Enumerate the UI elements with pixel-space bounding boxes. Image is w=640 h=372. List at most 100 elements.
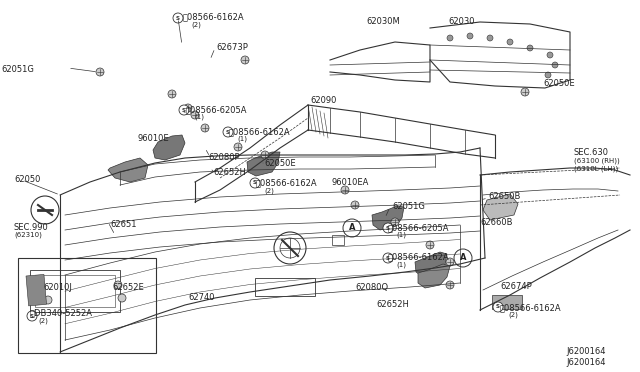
Circle shape bbox=[454, 249, 472, 267]
Text: 62010J: 62010J bbox=[43, 283, 72, 292]
Text: A: A bbox=[460, 253, 467, 263]
Text: (62310): (62310) bbox=[14, 232, 42, 238]
Text: 62080P: 62080P bbox=[208, 153, 239, 162]
Text: (6310L (LH)): (6310L (LH)) bbox=[574, 165, 618, 171]
Text: SEC.990: SEC.990 bbox=[14, 223, 49, 232]
Circle shape bbox=[223, 127, 233, 137]
Bar bbox=[35, 275, 115, 307]
Text: (1): (1) bbox=[396, 232, 406, 238]
Circle shape bbox=[31, 196, 59, 224]
Text: Ⓢ08566-6162A: Ⓢ08566-6162A bbox=[183, 12, 244, 21]
Circle shape bbox=[493, 302, 503, 312]
Circle shape bbox=[179, 105, 189, 115]
Text: 62051G: 62051G bbox=[392, 202, 425, 211]
Text: S: S bbox=[30, 314, 34, 318]
Circle shape bbox=[446, 281, 454, 289]
Text: 62740: 62740 bbox=[188, 293, 214, 302]
Text: 62674P: 62674P bbox=[500, 282, 532, 291]
Circle shape bbox=[447, 35, 453, 41]
Circle shape bbox=[527, 45, 533, 51]
Text: S: S bbox=[253, 180, 257, 186]
Circle shape bbox=[44, 296, 52, 304]
Text: (1): (1) bbox=[194, 114, 204, 121]
Text: (63100 (RH)): (63100 (RH)) bbox=[574, 157, 620, 164]
Circle shape bbox=[250, 178, 260, 188]
Polygon shape bbox=[415, 252, 447, 277]
Text: S: S bbox=[496, 305, 500, 310]
Circle shape bbox=[343, 219, 361, 237]
Text: (1): (1) bbox=[396, 261, 406, 267]
Text: 62030: 62030 bbox=[448, 17, 474, 26]
Circle shape bbox=[383, 223, 393, 233]
Bar bbox=[26, 275, 47, 306]
Bar bbox=[18, 258, 156, 353]
Text: A: A bbox=[349, 224, 355, 232]
Circle shape bbox=[261, 151, 269, 159]
Text: J6200164: J6200164 bbox=[566, 347, 605, 356]
Text: S: S bbox=[386, 225, 390, 231]
Text: 62652H: 62652H bbox=[213, 168, 246, 177]
Text: Ⓢ08566-6205A: Ⓢ08566-6205A bbox=[388, 223, 449, 232]
Text: 62080Q: 62080Q bbox=[355, 283, 388, 292]
Text: J6200164: J6200164 bbox=[566, 358, 605, 367]
Text: 62660B: 62660B bbox=[480, 218, 513, 227]
Text: 62050E: 62050E bbox=[543, 79, 575, 88]
Polygon shape bbox=[372, 206, 404, 230]
Circle shape bbox=[545, 72, 551, 78]
Circle shape bbox=[351, 201, 359, 209]
Text: 62651: 62651 bbox=[110, 220, 136, 229]
Circle shape bbox=[184, 104, 192, 112]
Text: (2): (2) bbox=[508, 312, 518, 318]
Text: ⓈDB340-5252A: ⓈDB340-5252A bbox=[30, 308, 93, 317]
Text: 62050: 62050 bbox=[14, 175, 40, 184]
Circle shape bbox=[341, 186, 349, 194]
Text: S: S bbox=[176, 16, 180, 20]
Circle shape bbox=[552, 62, 558, 68]
Circle shape bbox=[521, 88, 529, 96]
Text: 62090: 62090 bbox=[310, 96, 337, 105]
Circle shape bbox=[467, 33, 473, 39]
Text: 62652H: 62652H bbox=[376, 300, 409, 309]
Text: SEC.630: SEC.630 bbox=[574, 148, 609, 157]
Polygon shape bbox=[247, 152, 280, 176]
Circle shape bbox=[168, 90, 176, 98]
Circle shape bbox=[234, 143, 242, 151]
Text: S: S bbox=[386, 256, 390, 260]
Polygon shape bbox=[153, 135, 185, 160]
Circle shape bbox=[114, 281, 122, 289]
Text: Ⓢ08566-6162A: Ⓢ08566-6162A bbox=[229, 127, 291, 136]
Text: (2): (2) bbox=[264, 187, 274, 193]
Circle shape bbox=[118, 294, 126, 302]
Circle shape bbox=[426, 241, 434, 249]
Text: S: S bbox=[226, 129, 230, 135]
Circle shape bbox=[201, 124, 209, 132]
Polygon shape bbox=[483, 194, 518, 220]
Polygon shape bbox=[108, 158, 148, 182]
Bar bbox=[255, 278, 315, 296]
Text: 62650B: 62650B bbox=[488, 192, 520, 201]
Text: Ⓢ08566-6162A: Ⓢ08566-6162A bbox=[500, 303, 562, 312]
Text: Ⓢ08566-6162A: Ⓢ08566-6162A bbox=[388, 252, 450, 261]
Text: (2): (2) bbox=[38, 317, 48, 324]
Polygon shape bbox=[418, 264, 450, 288]
Circle shape bbox=[507, 39, 513, 45]
Text: (2): (2) bbox=[191, 21, 201, 28]
Text: 96010EA: 96010EA bbox=[331, 178, 369, 187]
Text: 62050E: 62050E bbox=[264, 159, 296, 168]
Bar bbox=[30, 270, 120, 312]
Text: S: S bbox=[182, 108, 186, 112]
Text: Ⓢ08566-6162A: Ⓢ08566-6162A bbox=[256, 178, 317, 187]
Text: 62652E: 62652E bbox=[112, 283, 144, 292]
Text: (1): (1) bbox=[237, 136, 247, 142]
Circle shape bbox=[241, 56, 249, 64]
Text: 62051G: 62051G bbox=[1, 65, 34, 74]
Circle shape bbox=[446, 258, 454, 266]
Circle shape bbox=[487, 35, 493, 41]
Circle shape bbox=[547, 52, 553, 58]
Bar bbox=[332, 235, 344, 245]
Text: 62030M: 62030M bbox=[366, 17, 400, 26]
Circle shape bbox=[383, 253, 393, 263]
Text: 96010E: 96010E bbox=[138, 134, 170, 143]
Bar bbox=[492, 295, 522, 309]
Text: Ⓢ08566-6205A: Ⓢ08566-6205A bbox=[186, 105, 248, 114]
